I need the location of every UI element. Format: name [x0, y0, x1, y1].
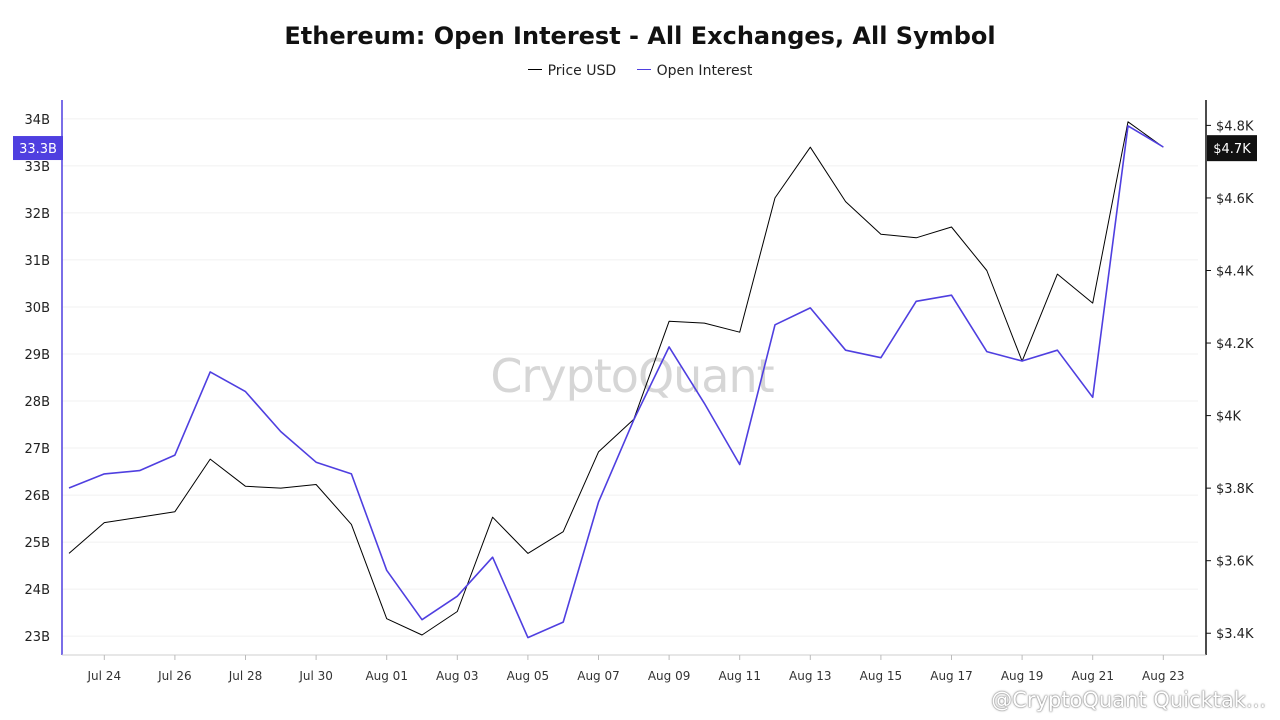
left-tick-label: 29B: [25, 348, 50, 363]
left-tick-label: 25B: [25, 536, 50, 551]
footer-credit: @CryptoQuant Quicktak...: [991, 688, 1266, 712]
axes: [61, 100, 1211, 660]
right-tick-label: $4.8K: [1216, 119, 1254, 134]
right-tick-label: $3.4K: [1216, 627, 1254, 642]
left-tick-label: 26B: [25, 489, 50, 504]
x-tick-label: Aug 05: [507, 669, 550, 683]
legend-label-price: Price USD: [547, 63, 617, 79]
x-tick-label: Aug 21: [1071, 669, 1114, 683]
left-tick-label: 27B: [25, 442, 50, 457]
x-tick-label: Aug 17: [930, 669, 973, 683]
axis-labels: 23B 24B 25B 26B 27B 28B 29B 30B 31B 32B 33B 34B $3.4…: [13, 113, 1257, 683]
chart-title: Ethereum: Open Interest - All Exchanges,…: [284, 22, 996, 50]
legend-label-open-interest: Open Interest: [656, 63, 753, 79]
x-tick-label: Aug 23: [1142, 669, 1185, 683]
x-tick-label: Jul 24: [87, 669, 122, 683]
right-tick-label: $4.6K: [1216, 192, 1254, 207]
current-price-label: $4.7K: [1213, 142, 1251, 157]
series-line-open-interest: [68, 125, 1164, 639]
grid-lines: [62, 118, 1198, 637]
right-tick-label: $4K: [1216, 410, 1242, 425]
left-tick-label: 28B: [25, 395, 50, 410]
series-line-price: [68, 121, 1164, 636]
right-tick-label: $3.8K: [1216, 482, 1254, 497]
x-tick-label: Aug 09: [648, 669, 691, 683]
current-oi-label: 33.3B: [19, 142, 57, 157]
left-tick-label: 24B: [25, 583, 50, 598]
x-tick-label: Aug 13: [789, 669, 832, 683]
right-tick-label: $4.2K: [1216, 337, 1254, 352]
x-tick-label: Aug 19: [1001, 669, 1044, 683]
x-tick-label: Aug 11: [718, 669, 761, 683]
legend-item-open-interest[interactable]: Open Interest: [636, 63, 753, 79]
left-tick-label: 32B: [25, 207, 50, 222]
x-tick-label: Aug 01: [365, 669, 408, 683]
left-tick-label: 31B: [25, 254, 50, 269]
current-oi-badge: [13, 136, 63, 161]
current-price-badge: [1207, 135, 1257, 162]
x-tick-label: Jul 30: [298, 669, 333, 683]
x-tick-label: Jul 28: [228, 669, 263, 683]
right-tick-label: $4.4K: [1216, 264, 1254, 279]
left-tick-label: 33B: [25, 160, 50, 175]
x-tick-label: Jul 26: [157, 669, 192, 683]
right-tick-label: $3.6K: [1216, 555, 1254, 570]
left-tick-label: 30B: [25, 301, 50, 316]
watermark: CryptoQuant: [490, 349, 773, 403]
legend-swatch-price: [527, 68, 542, 70]
series-lines: [68, 121, 1164, 639]
x-tick-label: Aug 15: [860, 669, 903, 683]
chart-legend: Price USD Open Interest: [0, 63, 1280, 79]
left-tick-label: 34B: [25, 113, 50, 128]
legend-swatch-open-interest: [636, 68, 651, 70]
x-tick-label: Aug 07: [577, 669, 620, 683]
x-tick-label: Aug 03: [436, 669, 479, 683]
left-tick-label: 23B: [25, 630, 50, 645]
legend-item-price[interactable]: Price USD: [527, 63, 617, 79]
